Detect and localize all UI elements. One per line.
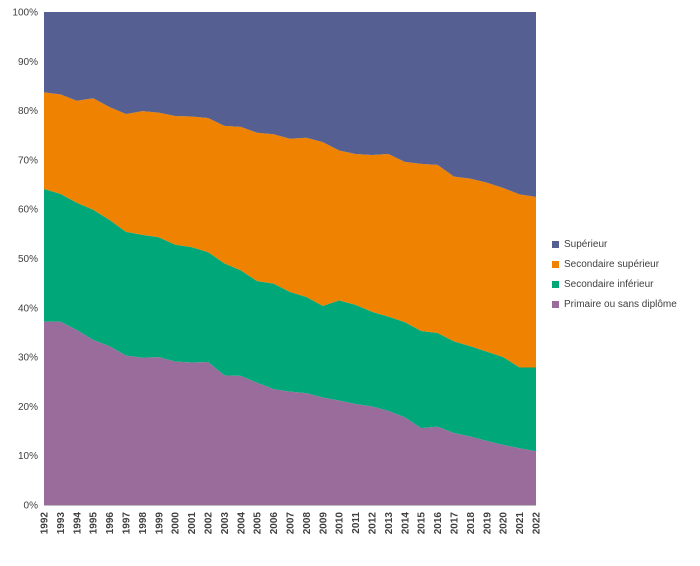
y-tick-label: 100% bbox=[12, 8, 38, 19]
area-series-2 bbox=[44, 92, 536, 368]
y-tick-label: 10% bbox=[18, 451, 38, 462]
legend-item: Secondaire supérieur bbox=[552, 254, 677, 274]
legend-item: Primaire ou sans diplôme bbox=[552, 294, 677, 314]
y-axis-ticks: 0% 10% 20% 30% 40% 50% 60% 70% 80% 90% 100% bbox=[12, 8, 38, 512]
legend-label: Supérieur bbox=[564, 238, 608, 250]
legend-label: Secondaire supérieur bbox=[564, 258, 660, 270]
x-tick-label: 2000 bbox=[171, 512, 182, 535]
legend-swatch bbox=[552, 300, 559, 308]
y-tick-label: 30% bbox=[18, 353, 38, 364]
x-tick-label: 2014 bbox=[400, 512, 411, 535]
x-tick-label: 1994 bbox=[72, 512, 83, 535]
x-axis-ticks: 1992 1993 1994 1995 1996 1997 1998 1999 2000 2001… bbox=[40, 512, 543, 535]
x-tick-label: 2016 bbox=[433, 512, 444, 535]
x-tick-label: 2020 bbox=[499, 512, 510, 535]
x-tick-label: 1993 bbox=[56, 512, 67, 535]
y-tick-label: 70% bbox=[18, 155, 38, 166]
x-tick-label: 2017 bbox=[450, 512, 461, 535]
legend-item: Supérieur bbox=[552, 234, 677, 254]
legend-label: Secondaire inférieur bbox=[564, 278, 654, 290]
legend-item: Secondaire inférieur bbox=[552, 274, 677, 294]
legend-swatch bbox=[552, 280, 559, 288]
x-tick-label: 2009 bbox=[318, 512, 329, 535]
area-layers bbox=[44, 12, 536, 505]
x-tick-label: 2011 bbox=[351, 512, 362, 534]
legend-swatch bbox=[552, 260, 559, 268]
y-tick-label: 60% bbox=[18, 205, 38, 216]
y-tick-label: 0% bbox=[24, 501, 39, 512]
x-tick-label: 2021 bbox=[515, 512, 526, 535]
x-tick-label: 2007 bbox=[286, 512, 297, 535]
y-tick-label: 90% bbox=[18, 57, 38, 68]
x-tick-label: 2013 bbox=[384, 512, 395, 535]
x-tick-label: 1999 bbox=[154, 512, 165, 535]
x-tick-label: 2022 bbox=[532, 512, 543, 535]
x-tick-label: 2018 bbox=[466, 512, 477, 535]
x-tick-label: 2015 bbox=[417, 512, 428, 535]
x-tick-label: 2003 bbox=[220, 512, 231, 535]
x-tick-label: 2010 bbox=[335, 512, 346, 535]
x-tick-label: 1997 bbox=[122, 512, 133, 535]
area-series-0 bbox=[44, 321, 536, 505]
x-tick-label: 2008 bbox=[302, 512, 313, 535]
x-tick-label: 2019 bbox=[482, 512, 493, 535]
x-tick-label: 2005 bbox=[253, 512, 264, 535]
legend-label: Primaire ou sans diplôme bbox=[564, 298, 677, 310]
x-tick-label: 2004 bbox=[236, 512, 247, 535]
x-tick-label: 1992 bbox=[40, 512, 51, 535]
x-tick-label: 2001 bbox=[187, 512, 198, 535]
x-tick-label: 2012 bbox=[368, 512, 379, 535]
y-tick-label: 50% bbox=[18, 254, 38, 265]
x-tick-label: 1996 bbox=[105, 512, 116, 535]
area-series-1 bbox=[44, 188, 536, 452]
legend: Supérieur Secondaire supérieur Secondaire … bbox=[552, 234, 677, 314]
x-tick-label: 2002 bbox=[204, 512, 215, 535]
x-tick-label: 2006 bbox=[269, 512, 280, 535]
x-tick-label: 1998 bbox=[138, 512, 149, 535]
y-tick-label: 80% bbox=[18, 106, 38, 117]
y-tick-label: 20% bbox=[18, 402, 38, 413]
x-tick-label: 1995 bbox=[89, 512, 100, 535]
legend-swatch bbox=[552, 240, 559, 248]
area-series-3 bbox=[44, 12, 536, 197]
y-tick-label: 40% bbox=[18, 303, 38, 314]
